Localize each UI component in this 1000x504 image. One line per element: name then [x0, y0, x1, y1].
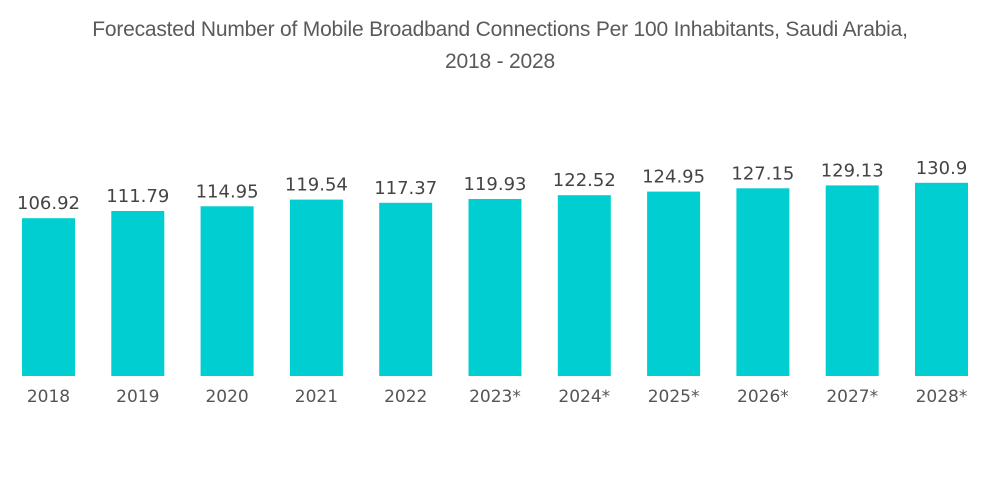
value-label: 129.13: [821, 160, 884, 181]
category-label: 2018: [27, 387, 70, 407]
category-label: 2025*: [648, 387, 700, 407]
category-label: 2021: [295, 387, 338, 407]
chart-title-line-1: Forecasted Number of Mobile Broadband Co…: [92, 18, 908, 41]
bar-2023-forecast: [468, 199, 522, 376]
value-label: 111.79: [106, 186, 169, 207]
category-label: 2026*: [737, 387, 789, 407]
category-label: 2020: [205, 387, 248, 407]
chart-title-line-2: 2018 - 2028: [445, 50, 555, 73]
category-label: 2027*: [826, 387, 878, 407]
value-label: 127.15: [731, 163, 794, 184]
value-label: 114.95: [196, 181, 259, 202]
bar-2018: [22, 218, 75, 376]
value-label: 117.37: [374, 178, 437, 199]
bar-2021: [289, 199, 343, 376]
value-label: 130.9: [916, 158, 968, 179]
category-label: 2022: [384, 387, 427, 407]
bar-2025-forecast: [647, 191, 701, 376]
value-label: 122.52: [553, 170, 616, 191]
bar-2026-forecast: [736, 188, 790, 376]
bar-2027-forecast: [825, 185, 879, 376]
value-label: 119.93: [464, 174, 527, 195]
category-label: 2019: [116, 387, 159, 407]
bar-2024-forecast: [557, 195, 611, 376]
value-label: 119.54: [285, 175, 348, 196]
category-label: 2028*: [916, 387, 968, 407]
bar-2019: [111, 211, 165, 376]
bar-2028-forecast: [915, 182, 968, 376]
value-label: 106.92: [17, 193, 80, 214]
category-label: 2023*: [469, 387, 521, 407]
category-label: 2024*: [558, 387, 610, 407]
chart-title: Forecasted Number of Mobile Broadband Co…: [0, 14, 1000, 78]
value-label: 124.95: [642, 167, 705, 188]
bar-2020: [200, 206, 254, 376]
bar-2022: [379, 202, 433, 376]
